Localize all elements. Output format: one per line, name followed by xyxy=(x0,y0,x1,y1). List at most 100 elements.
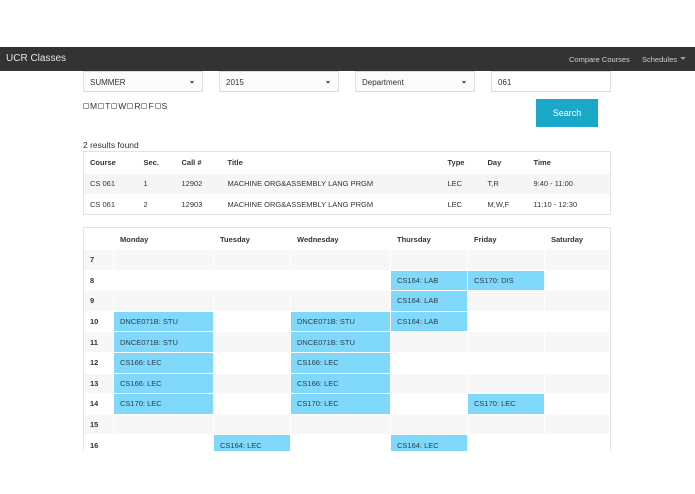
calendar-row: 11 DNCE071B: STU DNCE071B: STU xyxy=(84,332,610,353)
calendar-event[interactable]: CS170: LEC xyxy=(114,394,214,415)
checkbox[interactable] xyxy=(154,103,161,109)
schedules-dropdown[interactable]: Schedules xyxy=(642,55,678,64)
day-checkbox-f[interactable]: F xyxy=(141,101,154,111)
calendar-header-tuesday: Tuesday xyxy=(220,234,250,244)
cell-course: CS 061 xyxy=(90,199,116,209)
cell-type: LEC xyxy=(441,173,482,194)
calendar-event[interactable]: CS164: LAB xyxy=(391,270,468,292)
checkbox[interactable] xyxy=(98,103,105,109)
calendar-row: 16 CS164: LEC CS164: LEC xyxy=(84,435,610,456)
day-checkbox-t[interactable]: T xyxy=(98,101,111,111)
course-number-input[interactable]: 061 xyxy=(491,71,611,92)
calendar-header-row: Monday Tuesday Wednesday Thursday Friday… xyxy=(84,228,610,250)
chevron-down-icon[interactable] xyxy=(680,57,686,60)
cell-title: MACHINE ORG&ASSEMBLY LANG PRGM xyxy=(221,173,442,194)
calendar-cell xyxy=(391,332,468,353)
hour-label: 8 xyxy=(84,270,114,292)
calendar-event[interactable]: DNCE071B: STU xyxy=(291,311,391,333)
calendar-cell xyxy=(214,394,291,415)
year-select[interactable]: 2015 xyxy=(219,71,339,92)
calendar-body: 7 8 CS164: LAB CS170: DIS 9 CS164: LAB 10 DNCE0… xyxy=(84,250,610,456)
compare-courses-link[interactable]: Compare Courses xyxy=(569,55,630,64)
calendar-cell xyxy=(545,414,610,436)
column-header-call: Call # xyxy=(181,158,202,168)
calendar-event[interactable]: CS166: LEC xyxy=(291,373,391,395)
calendar-event[interactable]: CS170: LEC xyxy=(291,394,391,415)
calendar-cell xyxy=(468,332,545,353)
hour-label: 9 xyxy=(84,291,114,312)
column-header-course: Course xyxy=(90,158,116,168)
day-checkbox-m[interactable]: M xyxy=(83,101,98,111)
calendar-cell xyxy=(214,311,291,333)
department-select-value: Department xyxy=(362,78,404,87)
checkbox[interactable] xyxy=(127,103,134,109)
checkbox[interactable] xyxy=(141,103,148,109)
cell-section: 1 xyxy=(137,173,176,194)
checkbox[interactable] xyxy=(111,103,118,109)
cell-course: CS 061 xyxy=(83,173,138,194)
calendar-cell xyxy=(214,373,291,395)
calendar-cell xyxy=(391,250,468,271)
calendar-header-saturday: Saturday xyxy=(551,234,584,244)
brand-logo[interactable]: UCR Classes xyxy=(6,53,67,64)
calendar-event[interactable]: CS166: LEC xyxy=(114,352,214,374)
column-header-title: Title xyxy=(227,158,243,168)
calendar-cell xyxy=(545,373,610,395)
calendar-cell xyxy=(214,352,291,374)
calendar-event[interactable]: DNCE071B: STU xyxy=(114,311,214,333)
checkbox[interactable] xyxy=(83,103,89,109)
hour-label: 11 xyxy=(84,332,114,353)
table-row[interactable]: CS 061 2 12903 MACHINE ORG&ASSEMBLY LANG… xyxy=(84,194,611,215)
calendar-cell xyxy=(214,291,291,312)
calendar-event[interactable]: CS164: LAB xyxy=(391,291,468,312)
calendar-cell xyxy=(291,291,391,312)
calendar-event[interactable]: DNCE071B: STU xyxy=(114,332,214,353)
chevron-down-icon xyxy=(462,81,466,84)
calendar-cell xyxy=(391,373,468,395)
cell-section: 2 xyxy=(143,199,148,209)
navbar: UCR Classes Compare Courses Schedules xyxy=(0,47,695,71)
calendar-cell xyxy=(545,394,610,415)
calendar-cell xyxy=(391,394,468,415)
calendar-cell xyxy=(468,291,545,312)
results-header-row: Course Sec. Call # Title Type Day Time xyxy=(84,152,611,174)
calendar-event[interactable]: CS164: LAB xyxy=(391,311,468,333)
calendar-event[interactable]: CS166: LEC xyxy=(114,373,214,395)
search-button[interactable]: Search xyxy=(536,99,598,127)
calendar-cell xyxy=(114,250,214,271)
calendar-cell xyxy=(114,291,214,312)
calendar-event[interactable]: CS166: LEC xyxy=(291,352,391,374)
hour-label: 7 xyxy=(84,250,114,271)
cell-call: 12902 xyxy=(175,173,222,194)
calendar-event[interactable]: CS170: DIS xyxy=(468,270,545,292)
calendar-row: 13 CS166: LEC CS166: LEC xyxy=(84,373,610,395)
cell-time: 9:40 - 11:00 xyxy=(527,173,611,194)
cell-call: 12903 xyxy=(181,199,203,209)
calendar-row: 12 CS166: LEC CS166: LEC xyxy=(84,352,610,374)
hour-label: 10 xyxy=(84,311,114,333)
page-background xyxy=(0,451,695,494)
calendar-header-thursday: Thursday xyxy=(397,234,431,244)
term-select[interactable]: SUMMER xyxy=(83,71,203,92)
calendar-row: 10 DNCE071B: STU DNCE071B: STU CS164: LAB xyxy=(84,311,610,333)
calendar-cell xyxy=(114,270,214,292)
day-checkbox-w[interactable]: W xyxy=(111,101,127,111)
calendar-row: 9 CS164: LAB xyxy=(84,291,610,312)
day-checkbox-s[interactable]: S xyxy=(154,101,169,111)
hour-label: 14 xyxy=(84,394,114,415)
calendar-event[interactable]: CS170: LEC xyxy=(468,394,545,415)
calendar-cell xyxy=(545,250,610,271)
calendar-cell xyxy=(214,332,291,353)
chevron-down-icon xyxy=(190,81,194,84)
day-checkbox-r[interactable]: R xyxy=(127,101,141,111)
calendar-header-friday: Friday xyxy=(474,234,497,244)
hour-label: 13 xyxy=(84,373,114,395)
chevron-down-icon xyxy=(326,81,330,84)
column-header-section: Sec. xyxy=(143,158,159,168)
hour-label: 12 xyxy=(84,352,114,374)
cell-type: LEC xyxy=(447,199,463,209)
table-row[interactable]: CS 061 1 12902 MACHINE ORG&ASSEMBLY LANG… xyxy=(83,173,611,194)
calendar-row: 8 CS164: LAB CS170: DIS xyxy=(84,270,610,292)
calendar-event[interactable]: DNCE071B: STU xyxy=(291,332,391,353)
department-select[interactable]: Department xyxy=(355,71,475,92)
